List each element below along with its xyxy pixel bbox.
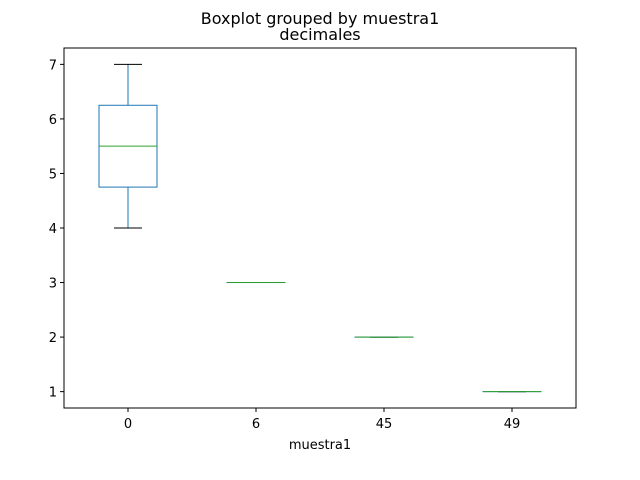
x-tick-label: 0 [124,417,132,432]
y-tick-label: 2 [49,331,57,346]
y-tick-label: 5 [49,167,57,182]
x-axis-label: muestra1 [289,438,351,453]
y-tick-label: 3 [49,277,57,292]
x-tick-label: 6 [252,417,260,432]
y-tick-label: 7 [49,58,57,73]
x-tick-label: 45 [376,417,393,432]
x-tick-label: 49 [504,417,521,432]
y-tick-label: 6 [49,113,57,128]
y-tick-label: 1 [49,386,57,401]
y-tick-label: 4 [49,222,57,237]
chart-title: decimales [279,25,360,44]
chart-suptitle: Boxplot grouped by muestra1 [201,9,440,28]
axes-frame [63,47,577,409]
